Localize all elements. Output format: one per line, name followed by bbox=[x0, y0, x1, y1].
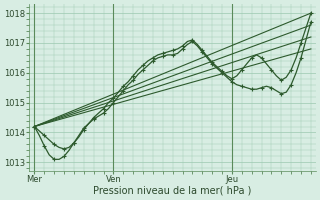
X-axis label: Pression niveau de la mer( hPa ): Pression niveau de la mer( hPa ) bbox=[93, 186, 252, 196]
